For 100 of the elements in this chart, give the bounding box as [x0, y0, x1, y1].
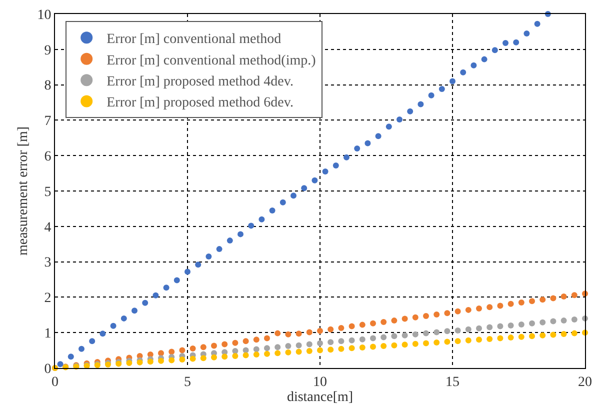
point — [571, 330, 578, 336]
point — [412, 331, 418, 338]
y-tick-label: 2 — [44, 291, 52, 306]
point — [296, 330, 302, 337]
point — [312, 177, 318, 184]
point — [518, 300, 524, 306]
point — [465, 306, 472, 313]
point — [190, 356, 196, 362]
x-axis-title: distance[m] — [286, 390, 354, 406]
point — [206, 253, 212, 260]
point — [163, 284, 170, 291]
point — [222, 341, 228, 348]
point — [290, 192, 296, 199]
point — [184, 268, 190, 275]
point — [306, 341, 312, 348]
point — [258, 216, 265, 222]
point — [274, 344, 281, 350]
legend-label: Error [m] conventional method — [106, 32, 282, 48]
point — [370, 335, 376, 342]
point — [391, 333, 398, 340]
point — [126, 360, 132, 366]
point — [560, 331, 567, 338]
point — [269, 207, 276, 214]
point — [120, 315, 127, 322]
x-tick-label: 20 — [578, 374, 592, 390]
point — [454, 338, 461, 344]
point — [418, 101, 424, 108]
x-tick-label: 10 — [313, 374, 327, 390]
point — [423, 312, 429, 319]
y-axis-title: measurement error [m] — [16, 126, 31, 256]
point — [497, 323, 504, 330]
point — [550, 318, 556, 324]
point — [216, 246, 222, 252]
point — [396, 116, 402, 122]
point — [571, 292, 578, 298]
point — [306, 329, 312, 336]
point — [152, 292, 159, 298]
point — [132, 308, 138, 314]
point — [550, 332, 556, 338]
point — [550, 295, 556, 302]
point — [242, 338, 249, 344]
point — [264, 350, 270, 357]
point — [529, 298, 535, 304]
point — [476, 306, 482, 312]
point — [359, 322, 366, 328]
point — [518, 334, 524, 340]
point — [158, 358, 164, 364]
point — [375, 133, 382, 140]
y-tick-label: 0 — [44, 362, 52, 377]
point — [179, 347, 186, 354]
y-tick-label: 5 — [44, 184, 52, 200]
point — [497, 335, 504, 342]
point — [386, 124, 392, 130]
point — [285, 343, 292, 350]
point — [434, 329, 440, 336]
point — [438, 86, 445, 92]
point — [450, 78, 456, 84]
point — [195, 262, 202, 268]
point — [486, 304, 493, 310]
point — [285, 349, 292, 356]
point — [274, 330, 281, 336]
point — [142, 300, 148, 306]
point — [328, 346, 334, 353]
point — [412, 314, 418, 320]
point — [444, 328, 450, 334]
point — [423, 340, 429, 346]
point — [370, 344, 376, 350]
point — [238, 231, 244, 238]
point — [508, 334, 514, 341]
point — [57, 361, 64, 368]
point — [560, 293, 567, 300]
point — [476, 336, 482, 343]
point — [454, 308, 461, 314]
point — [497, 302, 504, 309]
point — [465, 326, 472, 332]
point — [168, 357, 175, 364]
point — [226, 238, 233, 244]
point — [253, 336, 260, 343]
point — [179, 356, 186, 362]
point — [332, 162, 339, 169]
point — [444, 338, 450, 345]
point — [190, 346, 196, 352]
point — [391, 342, 398, 348]
point — [328, 326, 334, 332]
y-tick-label: 7 — [44, 114, 52, 130]
x-tick-label: 5 — [184, 374, 191, 390]
point — [168, 348, 175, 355]
point — [317, 328, 323, 334]
point — [253, 352, 260, 358]
y-tick-label: 9 — [44, 43, 52, 58]
point — [264, 335, 270, 342]
point — [222, 354, 228, 360]
legend-label: Error [m] proposed method 4dev. — [106, 74, 294, 90]
point — [380, 318, 387, 325]
y-tick-label: 10 — [37, 8, 52, 23]
point — [444, 310, 450, 316]
point — [402, 332, 408, 338]
point — [402, 342, 408, 348]
point — [354, 146, 360, 152]
point — [529, 333, 535, 340]
